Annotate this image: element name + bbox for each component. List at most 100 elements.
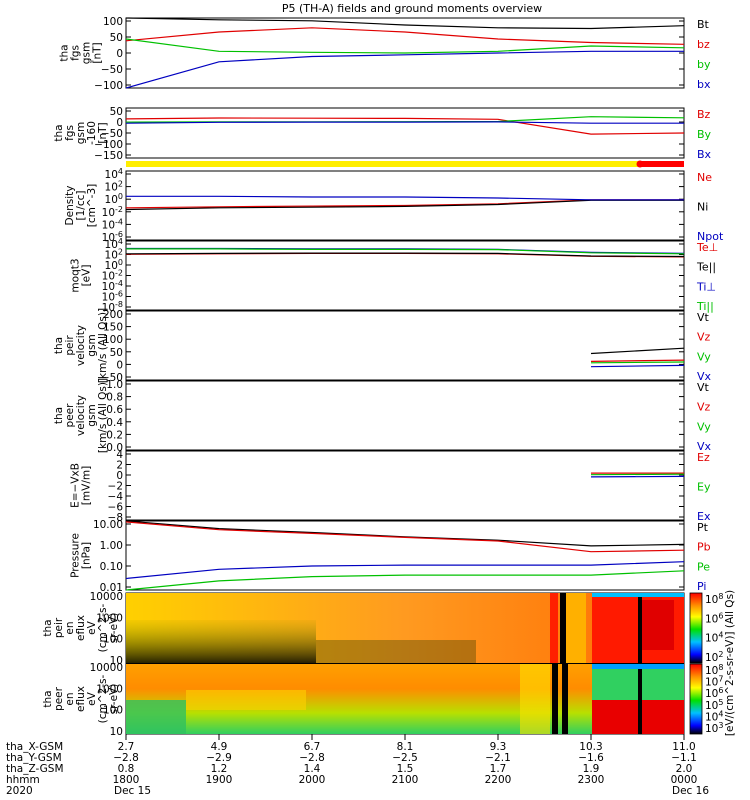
- x-tick-label: −2.8: [299, 752, 325, 764]
- series-p5-Vt: [590, 347, 685, 355]
- legend-p8-Pt: Pt: [697, 521, 709, 534]
- y-tick-label: 10000: [90, 662, 123, 674]
- legend-p7-Ez: Ez: [697, 451, 710, 464]
- y-tick-label: 0.8: [106, 392, 123, 404]
- bottom-row-label: tha_Y-GSM: [6, 752, 62, 764]
- x-tick-label: −2.9: [206, 752, 232, 764]
- y-tick-label: 50: [110, 347, 123, 359]
- legend-p7-Ey: Ey: [697, 481, 711, 494]
- x-tick-label: 1800: [113, 774, 140, 786]
- y-axis-label-p3: Density[1/cc][cm^-3]: [64, 184, 98, 227]
- legend-p8-Pb: Pb: [697, 541, 711, 554]
- y-tick-label: 4: [116, 449, 123, 461]
- ion-colorbar-tick: 102: [705, 650, 723, 664]
- legend-p4-Ti||: Ti||: [696, 300, 714, 313]
- bottom-row-label: tha_X-GSM: [6, 741, 63, 753]
- legend-p6-Vx: Vx: [697, 440, 712, 453]
- series-p8-Pb: [125, 521, 685, 553]
- x-tick-label: 8.1: [397, 741, 414, 753]
- panel-frame-p6: [125, 380, 685, 451]
- y-tick-label: −100: [94, 139, 123, 151]
- x-tick-label: −2.5: [392, 752, 418, 764]
- series-p7-Ex: [590, 475, 685, 478]
- y-tick-label: 50: [110, 106, 123, 118]
- legend-p4-Te⊥: Te⊥: [696, 241, 718, 254]
- electron-spectrogram: [126, 664, 684, 734]
- y-tick-label: 1000: [96, 683, 123, 695]
- series-p2-Bx: [125, 121, 684, 124]
- ion-colorbar-tick: 104: [705, 631, 723, 645]
- legend-p5-Vx: Vx: [697, 370, 712, 383]
- electron-colorbar-tick: 103: [705, 721, 723, 735]
- y-tick-label: 0: [116, 117, 123, 129]
- y-tick-label: 10.00: [93, 519, 123, 531]
- y-tick-label: −2: [108, 481, 123, 493]
- y-axis-label-p1: thafgsgsm[nT]: [59, 42, 104, 64]
- bottom-row-label: hhmm: [6, 774, 40, 786]
- panel-frame-p3: [125, 170, 685, 241]
- legend-p1-by: by: [697, 58, 711, 71]
- panel-frame-p7: [125, 450, 685, 521]
- y-tick-label: 0: [116, 359, 123, 371]
- ion-spectrogram: [126, 593, 684, 663]
- y-tick-label: 150: [103, 322, 123, 334]
- x-tick-label: 1900: [206, 774, 233, 786]
- panel-frame-p8: [125, 520, 685, 591]
- panel-frame-p4: [125, 240, 685, 311]
- x-tick-label: 2100: [392, 774, 419, 786]
- x-tick-label: −1.6: [578, 752, 604, 764]
- y-tick-label: −50: [101, 372, 123, 384]
- legend-p6-Vt: Vt: [697, 381, 710, 394]
- x-tick-label: 1.9: [583, 763, 600, 775]
- y-tick-label: −8: [108, 512, 123, 524]
- series-p8-Pi: [125, 561, 685, 580]
- ion-colorbar-tick: 108: [705, 592, 723, 606]
- x-tick-label: 1.2: [211, 763, 228, 775]
- x-tick-label: 1.4: [304, 763, 321, 775]
- y-tick-label: 0: [116, 470, 123, 482]
- y-tick-label: 10: [110, 655, 123, 667]
- x-tick-label: 2.7: [118, 741, 135, 753]
- series-p1-by: [125, 38, 685, 54]
- y-tick-label: 100: [103, 705, 123, 717]
- x-tick-label: −2.8: [113, 752, 139, 764]
- y-tick-label: 200: [103, 309, 123, 321]
- y-axis-label-p2: thafgsgsm-160[nT]: [53, 121, 109, 145]
- y-tick-label: 0.10: [100, 561, 123, 573]
- x-tick-label: 2.0: [676, 763, 693, 775]
- y-tick-label: 0.2: [106, 429, 123, 441]
- x-tick-label: 11.0: [672, 741, 695, 753]
- y-tick-label: −100: [94, 80, 123, 92]
- series-p8-Pe: [125, 570, 685, 591]
- y-tick-label: 10: [110, 726, 123, 738]
- colorbar-label: [eV/(cm^2-s-sr-eV)] (All Qs): [724, 590, 736, 736]
- series-p7-Ey: [590, 473, 685, 476]
- legend-p4-Te||: Te||: [696, 261, 716, 274]
- legend-p5-Vz: Vz: [697, 331, 711, 344]
- x-tick-label: −2.1: [485, 752, 511, 764]
- legend-p2-By: By: [697, 128, 712, 141]
- y-axis-label-p9: thapeirenefluxeV(cm^2-s-sr-eV): [42, 603, 120, 652]
- ion-colorbar: [689, 592, 703, 664]
- x-tick-label: 6.7: [304, 741, 321, 753]
- y-tick-label: 0.6: [106, 404, 123, 416]
- series-p5-Vx: [590, 364, 685, 368]
- legend-p3-Ne: Ne: [697, 171, 712, 184]
- y-tick-label: 0.4: [106, 417, 123, 429]
- y-tick-label: 10000: [90, 591, 123, 603]
- series-p2-Bz: [125, 117, 685, 135]
- y-tick-label: 1.0: [106, 379, 123, 391]
- y-axis-label-p7: E=−VxB[mV/m]: [70, 463, 93, 508]
- series-p1-Bt: [125, 17, 685, 30]
- y-tick-label: 0.0: [106, 442, 123, 454]
- legend-p1-Bt: Bt: [697, 18, 710, 31]
- legend-p2-Bz: Bz: [697, 108, 711, 121]
- y-tick-label: 2: [116, 460, 123, 472]
- x-date-label: Dec 15: [114, 785, 151, 797]
- legend-p4-Ti⊥: Ti⊥: [696, 280, 716, 293]
- bottom-row-label: tha_Z-GSM: [6, 763, 64, 775]
- panel-frame-p2: [125, 107, 685, 159]
- legend-p7-Ex: Ex: [697, 510, 711, 523]
